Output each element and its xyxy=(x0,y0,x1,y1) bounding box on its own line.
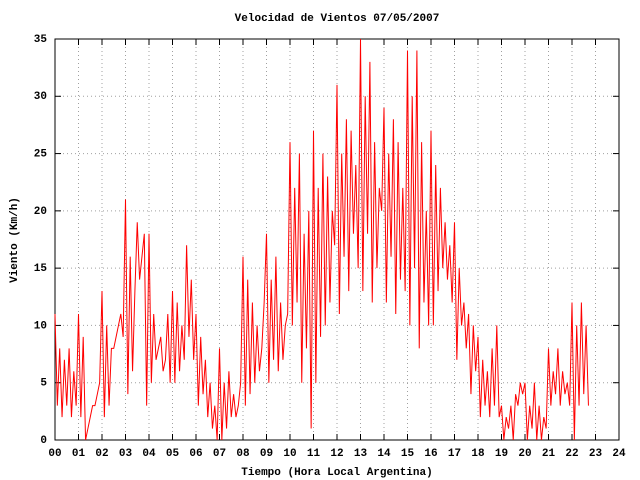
x-tick-label: 02 xyxy=(95,448,108,460)
y-tick-label: 0 xyxy=(40,435,47,447)
x-tick-label: 23 xyxy=(589,448,603,460)
x-tick-label: 16 xyxy=(424,448,437,460)
y-tick-label: 10 xyxy=(34,320,47,332)
x-tick-label: 12 xyxy=(330,448,343,460)
x-tick-label: 20 xyxy=(518,448,531,460)
y-axis-label: Viento (Km/h) xyxy=(9,197,21,283)
x-tick-label: 11 xyxy=(307,448,321,460)
x-tick-label: 07 xyxy=(213,448,226,460)
x-tick-label: 06 xyxy=(189,448,202,460)
x-tick-label: 21 xyxy=(542,448,556,460)
data-line xyxy=(54,38,589,441)
x-tick-label: 22 xyxy=(565,448,578,460)
x-tick-label: 04 xyxy=(142,448,156,460)
y-tick-label: 20 xyxy=(34,206,47,218)
x-tick-label: 18 xyxy=(471,448,485,460)
x-tick-label: 10 xyxy=(283,448,296,460)
y-tick-label: 25 xyxy=(34,148,48,160)
x-tick-label: 13 xyxy=(354,448,368,460)
x-tick-label: 09 xyxy=(260,448,273,460)
x-tick-label: 05 xyxy=(166,448,180,460)
x-tick-label: 19 xyxy=(495,448,508,460)
x-tick-label: 00 xyxy=(48,448,61,460)
x-tick-label: 01 xyxy=(72,448,86,460)
x-tick-label: 14 xyxy=(377,448,391,460)
chart-title: Velocidad de Vientos 07/05/2007 xyxy=(235,13,440,25)
y-tick-label: 35 xyxy=(34,34,48,46)
x-tick-label: 15 xyxy=(401,448,415,460)
x-tick-label: 08 xyxy=(236,448,250,460)
y-tick-label: 15 xyxy=(34,263,48,275)
x-tick-label: 17 xyxy=(448,448,461,460)
x-tick-label: 03 xyxy=(119,448,133,460)
plot-frame xyxy=(54,38,620,441)
y-tick-label: 30 xyxy=(34,91,47,103)
x-tick-label: 24 xyxy=(612,448,626,460)
y-tick-label: 5 xyxy=(40,378,47,390)
x-axis-label: Tiempo (Hora Local Argentina) xyxy=(241,467,432,479)
